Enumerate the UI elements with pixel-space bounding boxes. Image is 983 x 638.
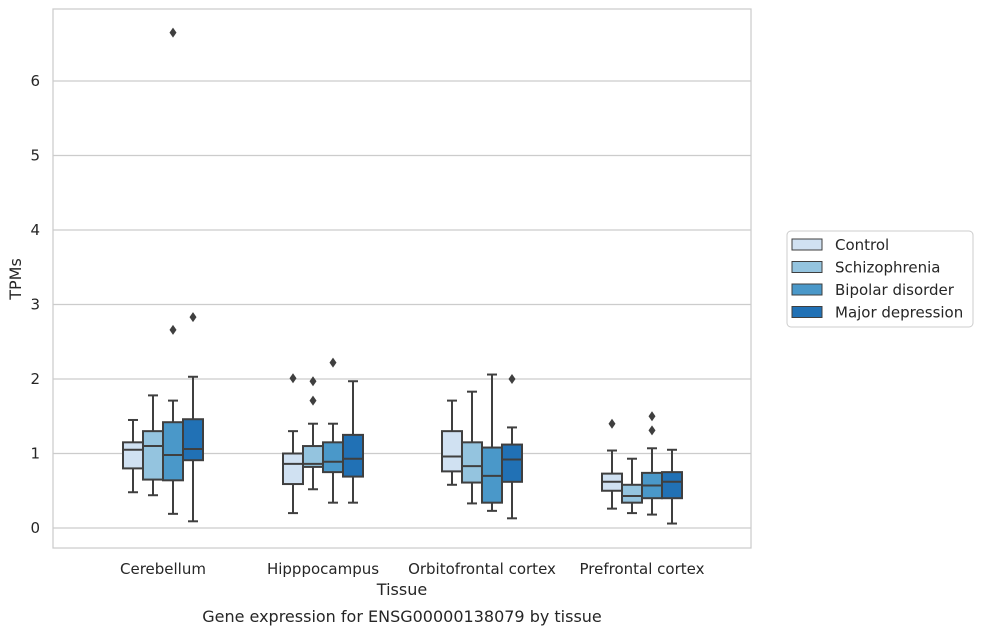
chart-caption: Gene expression for ENSG00000138079 by t… xyxy=(202,607,602,626)
legend-swatch-2 xyxy=(791,283,823,296)
box-iqr xyxy=(441,430,463,473)
x-tick-label-1: Hipppocampus xyxy=(267,560,379,578)
marks-layer xyxy=(122,27,683,525)
box-3-2 xyxy=(501,374,523,520)
x-tick-labels: Cerebellum Hipppocampus Orbitofrontal cort… xyxy=(120,560,705,578)
box-iqr xyxy=(342,433,364,478)
y-tick-labels: 0 1 2 3 4 5 6 xyxy=(30,72,40,537)
box-0-1 xyxy=(282,373,304,515)
box-iqr xyxy=(661,471,683,500)
box-iqr xyxy=(122,441,144,470)
legend-swatch-1 xyxy=(791,261,823,273)
box-iqr xyxy=(142,430,164,481)
box-iqr xyxy=(461,441,483,484)
x-axis-title: Tissue xyxy=(376,580,427,599)
legend-label-2: Bipolar disorder xyxy=(835,281,955,299)
outlier-point-0 xyxy=(309,376,317,387)
y-tick-label-4: 4 xyxy=(30,221,40,239)
outlier-point-0 xyxy=(329,357,337,368)
box-0-3 xyxy=(601,418,623,510)
outlier-point-1 xyxy=(169,324,177,335)
outlier-point-0 xyxy=(648,411,656,422)
x-tick-label-3: Prefrontal cortex xyxy=(580,560,705,578)
legend-label-0: Control xyxy=(835,236,889,254)
outlier-point-1 xyxy=(309,395,317,406)
y-tick-label-3: 3 xyxy=(30,296,40,314)
box-0-0 xyxy=(122,418,144,494)
y-tick-label-6: 6 xyxy=(30,72,40,90)
legend-swatch-3 xyxy=(791,306,823,318)
legend: Control Schizophrenia Bipolar disorder Majo… xyxy=(786,230,974,328)
plot-frame xyxy=(52,8,752,549)
box-1-3 xyxy=(621,457,643,515)
box-2-2 xyxy=(481,373,503,512)
y-tick-label-2: 2 xyxy=(30,370,40,388)
outlier-point-1 xyxy=(648,425,656,436)
box-2-0 xyxy=(162,27,184,515)
box-iqr xyxy=(322,441,344,474)
outlier-point-0 xyxy=(169,27,177,38)
box-1-0 xyxy=(142,394,164,497)
box-3-1 xyxy=(342,380,364,504)
box-3-0 xyxy=(182,312,204,523)
box-3-3 xyxy=(661,448,683,525)
outlier-point-0 xyxy=(508,374,516,384)
x-tick-label-0: Cerebellum xyxy=(120,560,206,578)
box-2-3 xyxy=(641,411,663,516)
box-1-2 xyxy=(461,390,483,505)
legend-label-3: Major depression xyxy=(835,304,963,322)
y-tick-label-5: 5 xyxy=(30,147,40,165)
legend-label-1: Schizophrenia xyxy=(835,259,940,277)
y-axis-title: TPMs xyxy=(6,258,25,301)
x-tick-label-2: Orbitofrontal cortex xyxy=(408,560,556,578)
legend-swatch-0 xyxy=(791,238,823,251)
legend-frame xyxy=(786,230,974,328)
outlier-point-0 xyxy=(289,373,297,384)
box-1-1 xyxy=(302,376,324,491)
y-tick-label-1: 1 xyxy=(30,445,40,463)
outlier-point-0 xyxy=(189,312,197,323)
y-tick-label-0: 0 xyxy=(30,519,40,537)
box-iqr xyxy=(282,452,304,486)
box-iqr xyxy=(501,443,523,483)
box-iqr xyxy=(621,483,643,504)
box-iqr xyxy=(182,418,204,462)
box-iqr xyxy=(162,421,184,482)
outlier-point-0 xyxy=(608,418,616,429)
box-0-2 xyxy=(441,399,463,486)
box-2-1 xyxy=(322,357,344,504)
